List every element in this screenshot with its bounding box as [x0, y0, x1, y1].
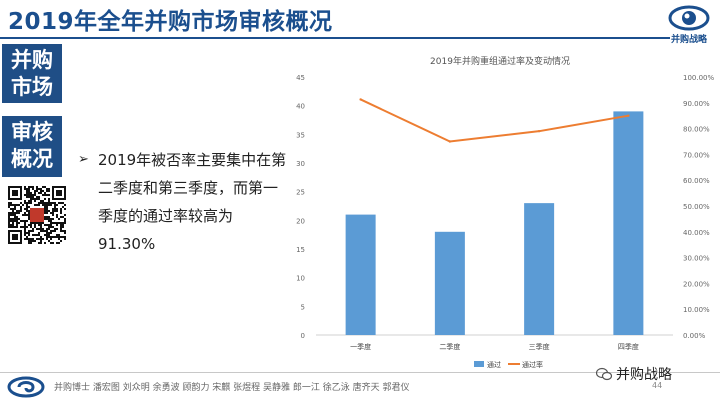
legend-swatch-bars: [474, 361, 484, 367]
footer-divider: [0, 372, 720, 373]
side-label-review-line2: 概况: [11, 147, 53, 171]
title-underline: [0, 37, 670, 39]
y-right-tick-label: 60.00%: [683, 177, 710, 185]
y-left-tick-label: 5: [301, 303, 305, 311]
y-left-tick-label: 45: [296, 74, 305, 82]
y-right-tick-label: 10.00%: [683, 306, 710, 314]
wechat-icon: [596, 367, 612, 381]
x-tick-label: 三季度: [529, 342, 550, 351]
wechat-account: 并购战略: [596, 364, 672, 384]
y-left-tick-label: 25: [296, 189, 305, 197]
eye-logo-icon: [668, 5, 710, 31]
chart-title: 2019年并购重组通过率及变动情况: [430, 57, 570, 67]
y-right-tick-label: 0.00%: [683, 332, 706, 340]
legend-label-bars: 通过: [487, 360, 501, 369]
bar-通过: [345, 214, 376, 335]
side-label-review: 审核 概况: [2, 116, 62, 177]
bullet-point: ➢ 2019年被否率主要集中在第二季度和第三季度，而第一季度的通过率较高为91.…: [78, 146, 288, 258]
y-right-tick-label: 70.00%: [683, 151, 710, 159]
side-label-review-line1: 审核: [11, 120, 53, 144]
line-point: [627, 114, 630, 117]
wechat-label: 并购战略: [616, 367, 672, 383]
y-right-tick-label: 30.00%: [683, 255, 710, 263]
bar-通过: [524, 203, 555, 335]
y-right-tick-label: 100.00%: [683, 74, 714, 82]
side-label-market: 并购 市场: [2, 44, 62, 103]
arrow-bullet-icon: ➢: [78, 152, 89, 167]
y-right-tick-label: 80.00%: [683, 126, 710, 134]
bar-通过: [434, 231, 465, 335]
line-point: [537, 129, 541, 133]
x-tick-label: 二季度: [439, 342, 460, 351]
qr-code-icon: [8, 186, 66, 244]
brand-logo: 并购战略: [666, 4, 712, 45]
line-point: [359, 98, 362, 101]
y-right-tick-label: 20.00%: [683, 280, 710, 288]
y-left-tick-label: 15: [296, 246, 305, 254]
bar-通过: [613, 111, 644, 336]
y-right-tick-label: 50.00%: [683, 203, 710, 211]
y-left-tick-label: 0: [301, 332, 305, 340]
y-left-tick-label: 40: [296, 103, 305, 111]
title-bar: 2019年全年并购市场审核概况 并购战略: [0, 0, 720, 45]
side-label-market-line2: 市场: [11, 75, 53, 99]
side-label-market-line1: 并购: [11, 48, 53, 72]
x-tick-label: 一季度: [350, 342, 371, 351]
y-right-tick-label: 40.00%: [683, 229, 710, 237]
bullet-text: 2019年被否率主要集中在第二季度和第三季度，而第一季度的通过率较高为91.30…: [98, 151, 287, 253]
legend-label-line: 通过率: [522, 360, 543, 369]
y-left-tick-label: 20: [296, 217, 305, 225]
x-tick-label: 四季度: [618, 342, 639, 351]
page-number: 44: [652, 381, 663, 390]
line-通过率: [360, 98, 629, 143]
logo-text: 并购战略: [670, 35, 707, 45]
y-left-tick-label: 30: [296, 160, 305, 168]
page-title: 2019年全年并购市场审核概况: [8, 9, 333, 35]
y-left-tick-label: 10: [296, 275, 305, 283]
line-point: [448, 140, 452, 143]
y-left-tick-label: 35: [296, 131, 305, 139]
y-right-tick-label: 90.00%: [683, 100, 710, 108]
footer-logo-icon: [7, 376, 45, 398]
footer-author-names: 并购博士 潘宏图 刘众明 余勇波 顾韵力 宋麒 张煜程 吴静雅 郎一江 徐乙泳 …: [54, 383, 410, 393]
